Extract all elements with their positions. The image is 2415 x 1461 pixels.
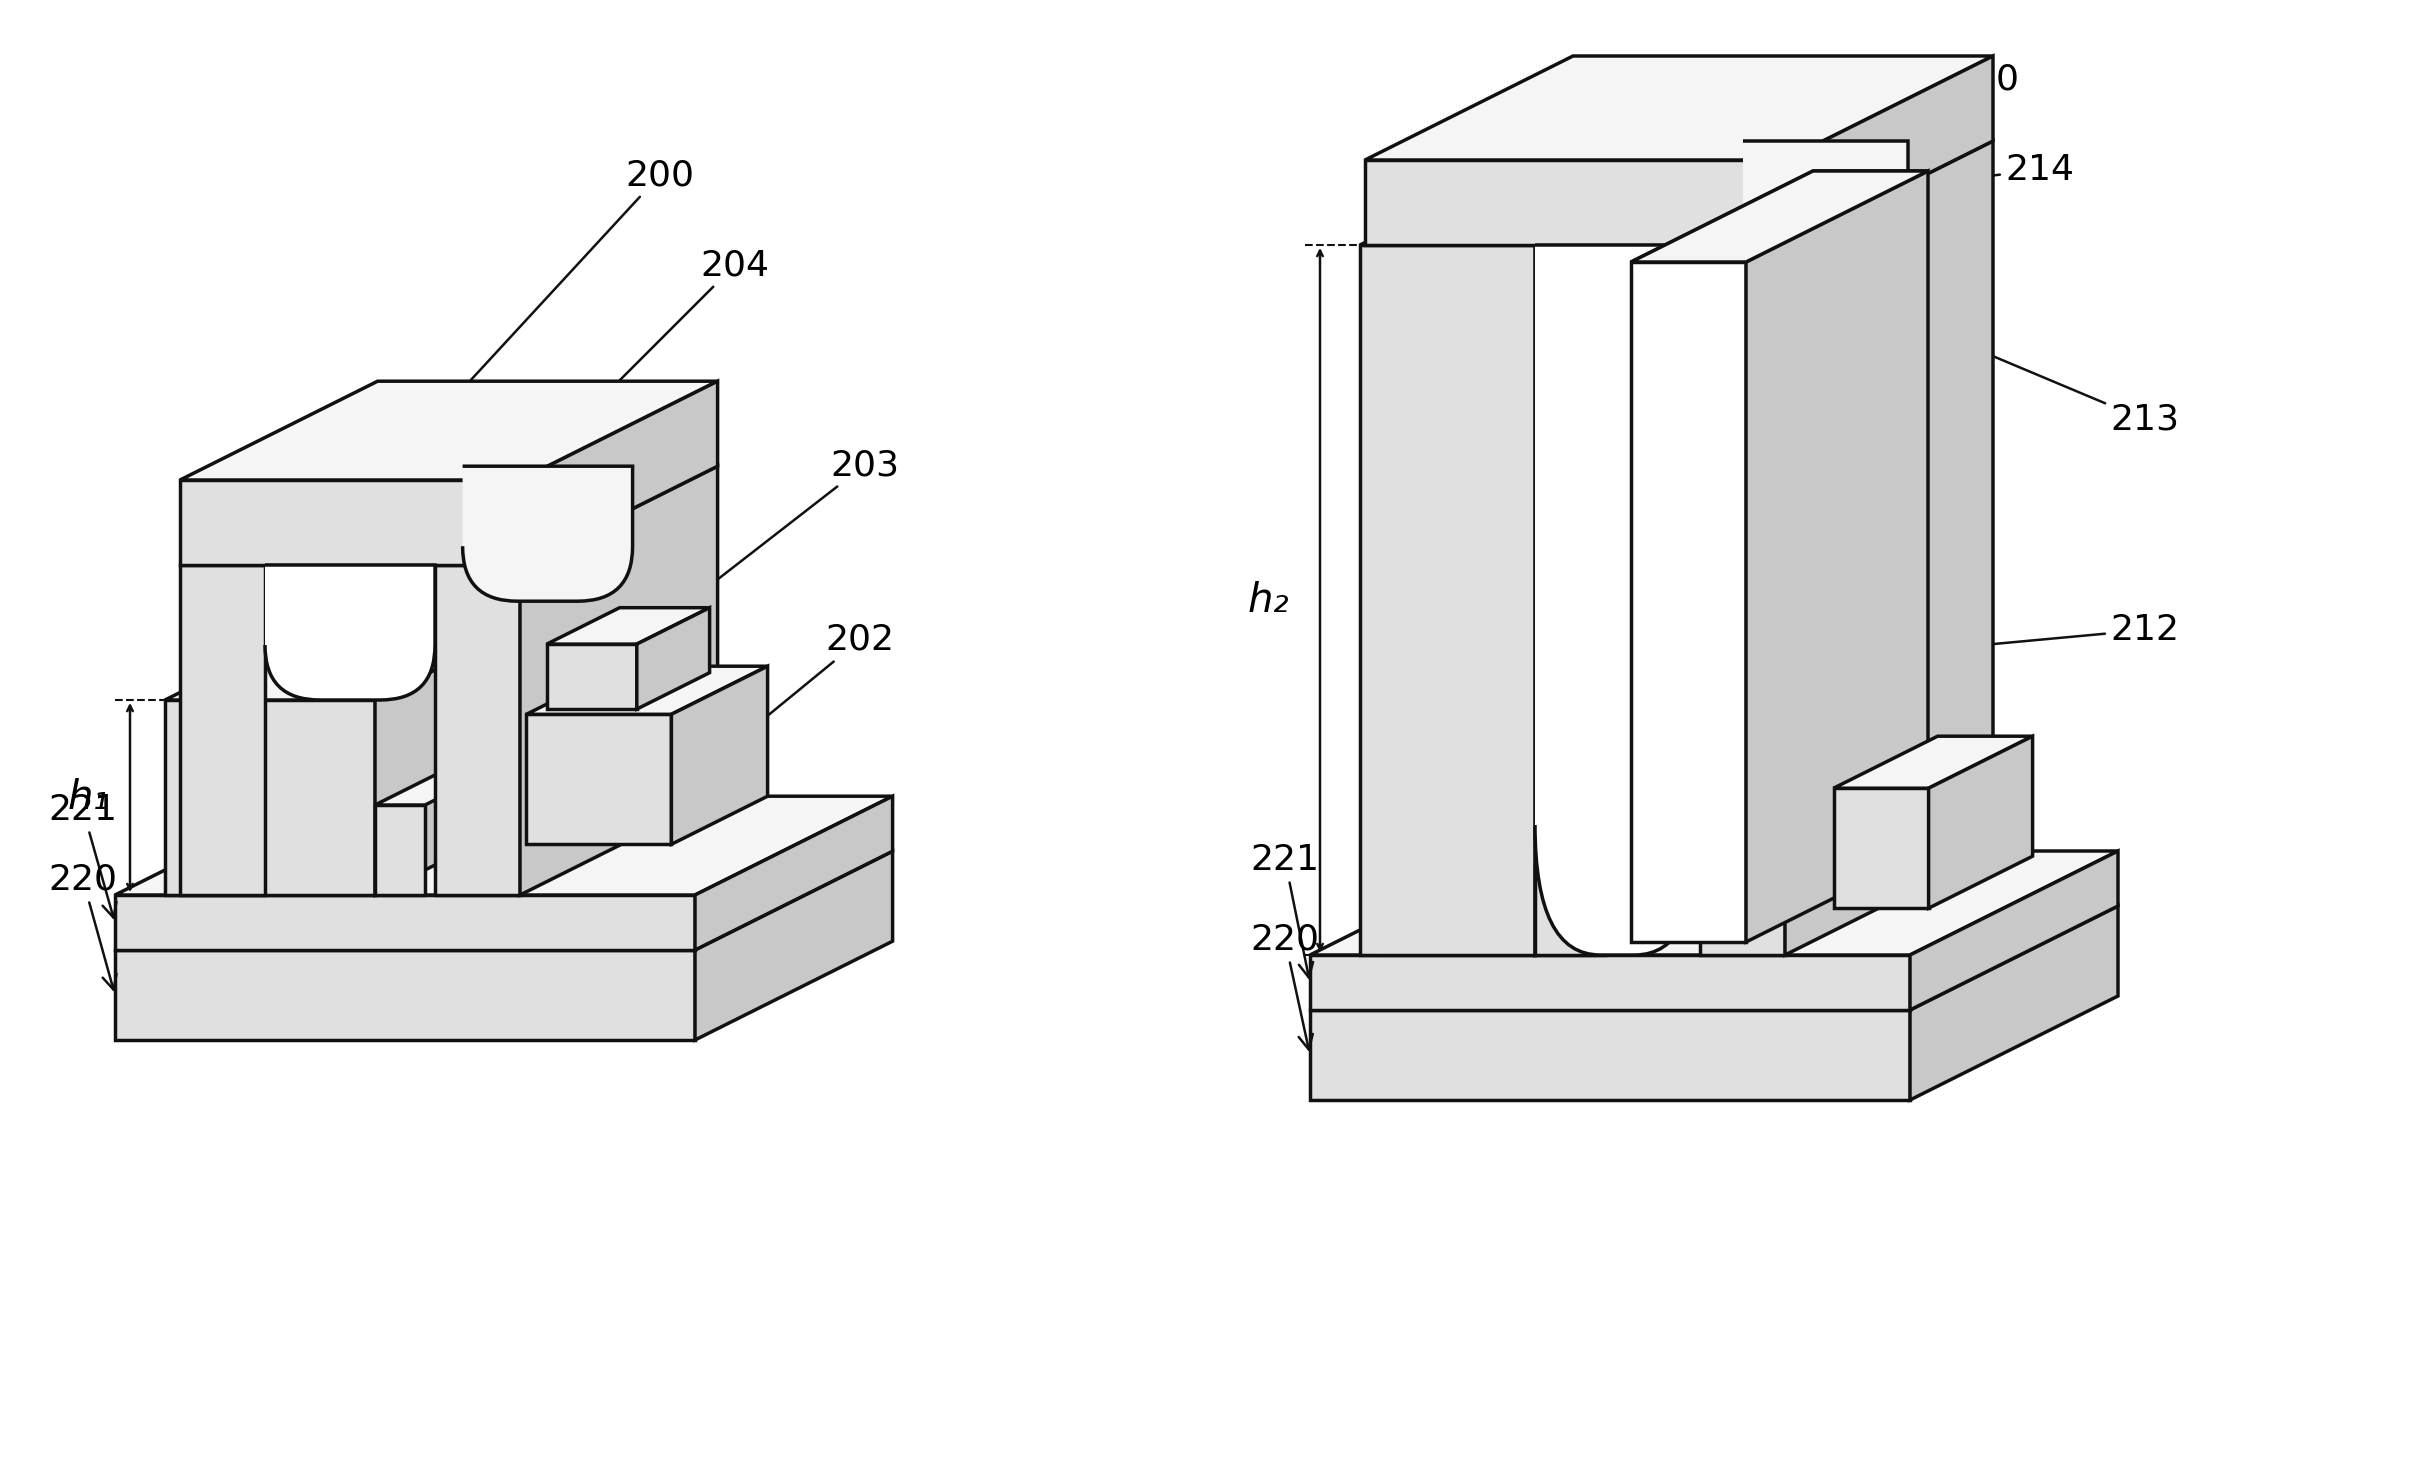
PathPatch shape [1536,245,1700,955]
Polygon shape [1785,142,1992,955]
Polygon shape [546,644,638,709]
Polygon shape [1364,56,1992,161]
Polygon shape [1833,736,2033,787]
Polygon shape [1746,171,1927,942]
Text: 211: 211 [1447,178,1579,523]
PathPatch shape [1744,142,1908,850]
Polygon shape [181,466,464,565]
Polygon shape [181,481,519,565]
Polygon shape [1630,171,1927,262]
Polygon shape [1309,850,2118,955]
Text: 200: 200 [432,158,696,422]
Polygon shape [116,852,894,950]
Polygon shape [1630,171,1927,262]
Polygon shape [1309,906,2118,1010]
Polygon shape [1364,161,1785,245]
Polygon shape [1536,761,1814,865]
Text: 204: 204 [481,248,770,519]
Polygon shape [181,381,717,481]
Polygon shape [164,600,572,700]
Polygon shape [1700,245,1785,955]
Polygon shape [181,565,266,896]
Polygon shape [116,896,696,950]
Polygon shape [374,706,623,805]
Polygon shape [1536,142,1744,955]
Text: 201: 201 [196,468,285,792]
Polygon shape [696,796,894,950]
Polygon shape [1536,865,1606,955]
Polygon shape [1360,142,1744,245]
Polygon shape [1309,1010,1910,1100]
Polygon shape [696,852,894,1040]
Polygon shape [116,796,894,896]
Polygon shape [671,666,768,844]
Text: 212: 212 [1843,614,2178,663]
PathPatch shape [464,466,633,600]
Polygon shape [1630,262,1746,942]
Polygon shape [638,608,710,709]
Text: 221: 221 [1251,843,1319,977]
Polygon shape [1833,787,1930,909]
Text: h₂: h₂ [1246,580,1290,619]
Polygon shape [546,608,710,644]
Text: 221: 221 [48,793,118,918]
Polygon shape [116,950,696,1040]
Polygon shape [519,466,717,896]
Polygon shape [519,381,717,565]
Polygon shape [374,600,572,896]
Text: 213: 213 [1761,259,2178,437]
Text: 203: 203 [597,449,898,674]
Polygon shape [1930,736,2033,909]
Text: 210: 210 [1686,63,2019,114]
Polygon shape [526,666,768,714]
Text: h₁: h₁ [68,779,109,817]
Polygon shape [526,714,671,844]
Polygon shape [1360,245,1536,955]
Text: 214: 214 [1761,153,2074,207]
Text: 220: 220 [48,863,118,989]
Polygon shape [1785,56,1992,245]
Polygon shape [1910,850,2118,1010]
Polygon shape [164,700,374,896]
Text: 220: 220 [1251,923,1319,1049]
Polygon shape [1309,955,1910,1010]
Polygon shape [435,565,519,896]
PathPatch shape [266,565,435,700]
Text: 202: 202 [724,622,894,752]
Polygon shape [1910,906,2118,1100]
Polygon shape [374,805,425,896]
